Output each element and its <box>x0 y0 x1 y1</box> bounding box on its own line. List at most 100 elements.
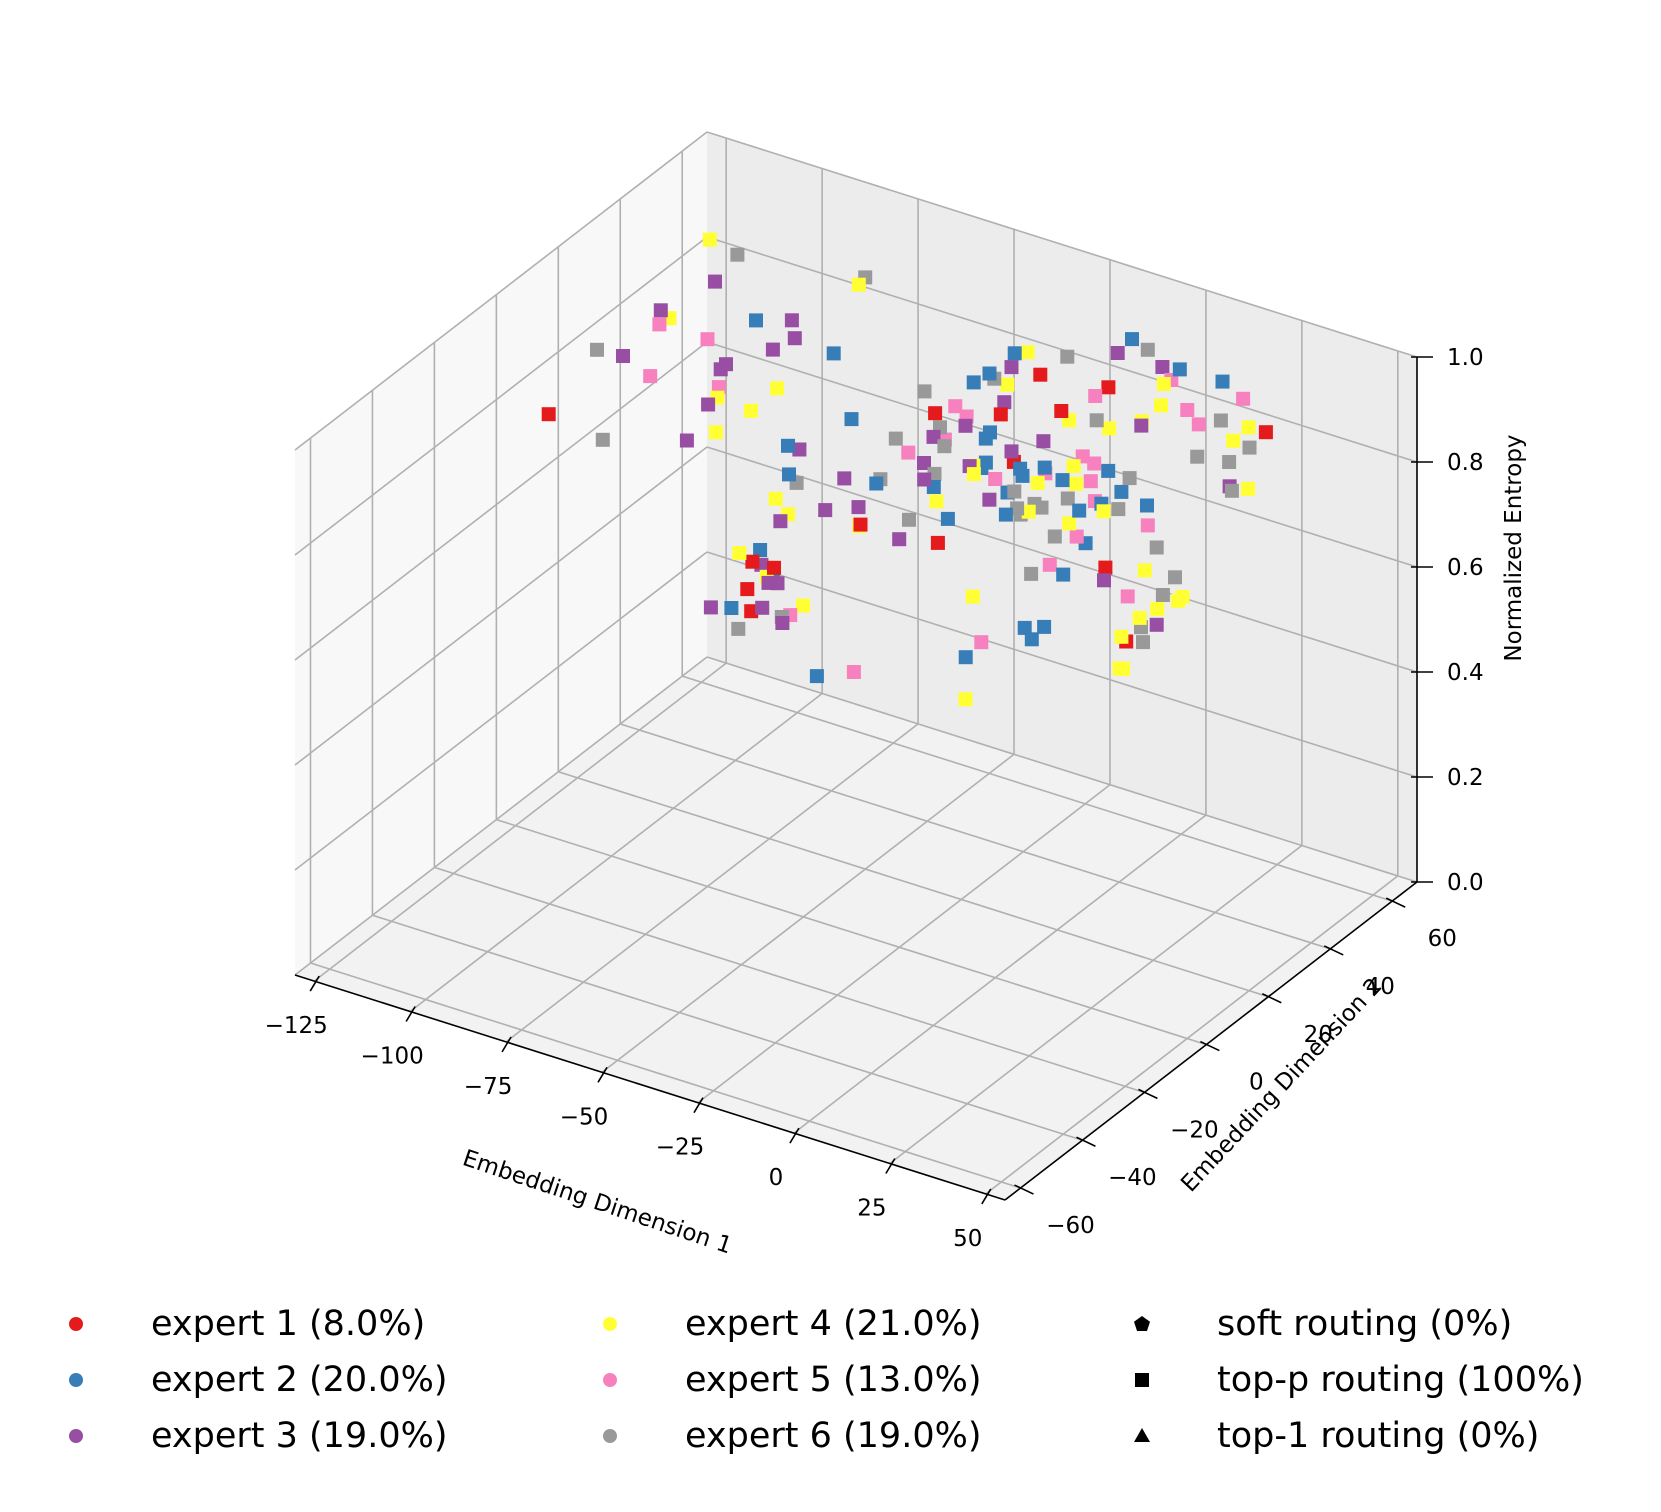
data-point <box>1033 367 1048 382</box>
data-point <box>1054 404 1069 418</box>
data-point <box>1155 360 1170 374</box>
y-tick <box>1261 993 1282 1004</box>
z-gridline-back <box>706 446 1418 673</box>
data-point <box>749 313 763 328</box>
data-point <box>732 546 747 560</box>
y-gridline-floor <box>310 962 1021 1189</box>
y-gridline-floor <box>496 818 1207 1046</box>
x-gridline-floor <box>985 875 1399 1195</box>
data-point <box>1060 491 1075 506</box>
data-point <box>1037 460 1052 475</box>
data-point <box>796 598 811 613</box>
axes: −125 −100 −75 −50 −25 0 25 50 −60 −40 −20 0 20 40 60 0.… <box>265 345 1484 1252</box>
data-point <box>781 438 795 453</box>
data-point <box>1155 588 1170 602</box>
data-point <box>1010 501 1025 516</box>
data-point <box>1213 413 1228 428</box>
data-point <box>792 442 807 457</box>
y-gridline-floor <box>434 866 1145 1094</box>
data-point <box>826 346 841 361</box>
data-point <box>1030 476 1045 490</box>
x-gridline-floor <box>409 692 823 1013</box>
y-gridline-floor <box>558 771 1269 998</box>
data-point <box>740 582 755 597</box>
legend-label: expert 6 (19.0%) <box>685 1416 982 1456</box>
data-point <box>851 277 866 292</box>
data-point <box>1066 459 1081 474</box>
data-point <box>1120 589 1135 604</box>
data-point <box>1125 332 1139 347</box>
y-tick-label: 40 <box>1366 974 1395 1000</box>
left-pane <box>295 132 707 975</box>
x-tick-label: −75 <box>464 1074 513 1100</box>
data-point <box>1004 444 1019 459</box>
data-point <box>928 406 943 421</box>
data-point <box>892 532 907 547</box>
z-gridline-back <box>706 131 1418 358</box>
y-tick <box>1014 1184 1034 1195</box>
x-gridline-floor <box>889 844 1303 1165</box>
y-tick-label: 60 <box>1428 926 1457 952</box>
data-point <box>1062 516 1077 531</box>
data-point <box>1114 484 1129 499</box>
y-tick-label: −60 <box>1046 1213 1095 1239</box>
data-point <box>713 362 728 377</box>
x-axis-line <box>294 974 1006 1201</box>
z-gridline-left <box>294 131 708 451</box>
data-point <box>1226 433 1241 448</box>
z-gridline-left <box>294 656 708 976</box>
data-point <box>1114 629 1129 644</box>
data-point <box>1168 570 1182 585</box>
data-point <box>743 403 758 418</box>
data-point <box>982 366 997 381</box>
data-point <box>1242 440 1257 455</box>
data-point <box>853 517 868 532</box>
z-tick-label: 0.4 <box>1447 660 1484 686</box>
data-point <box>837 471 852 486</box>
data-point <box>940 511 955 526</box>
legend-marker-soft-routing <box>1132 1296 1152 1352</box>
data-point <box>958 650 973 665</box>
data-point <box>1087 456 1102 471</box>
legend-marker-expert-1 <box>66 1296 86 1352</box>
z-gridline-back <box>706 551 1418 778</box>
data-point <box>1000 377 1015 392</box>
square-icon <box>1135 1373 1149 1387</box>
y-tick-label: 0 <box>1249 1070 1264 1096</box>
data-point <box>787 331 802 346</box>
data-point <box>1171 593 1186 608</box>
y-gridline-floor <box>620 723 1331 950</box>
data-point <box>755 600 770 615</box>
data-point <box>1134 418 1149 433</box>
data-point <box>997 395 1012 410</box>
data-point <box>731 621 746 636</box>
x-gridline-floor <box>313 662 727 982</box>
data-point <box>1102 421 1117 436</box>
x-tick <box>981 1188 992 1205</box>
data-point <box>1112 661 1127 676</box>
data-point <box>708 425 723 440</box>
data-point <box>1222 455 1237 469</box>
data-point <box>917 384 932 399</box>
y-tick <box>1323 945 1344 956</box>
legend-marker-expert-6 <box>600 1408 620 1464</box>
data-point <box>652 317 667 332</box>
z-tick-label: 0.2 <box>1447 765 1484 791</box>
y-tick-label: 20 <box>1304 1022 1333 1048</box>
pentagon-icon <box>1134 1316 1150 1331</box>
legend-label: expert 3 (19.0%) <box>151 1416 448 1456</box>
data-point <box>937 439 952 454</box>
x-tick-label: 50 <box>953 1226 982 1252</box>
red-dot-icon <box>69 1317 83 1331</box>
data-point <box>1191 417 1206 432</box>
data-point <box>770 381 785 396</box>
data-point <box>993 407 1008 422</box>
data-point <box>1056 567 1071 582</box>
data-point <box>869 476 884 491</box>
data-point <box>1122 471 1137 486</box>
data-point <box>702 232 717 247</box>
blue-dot-icon <box>69 1373 83 1387</box>
data-point <box>701 397 716 412</box>
z-gridline-left <box>294 446 708 766</box>
data-point <box>1140 342 1155 357</box>
